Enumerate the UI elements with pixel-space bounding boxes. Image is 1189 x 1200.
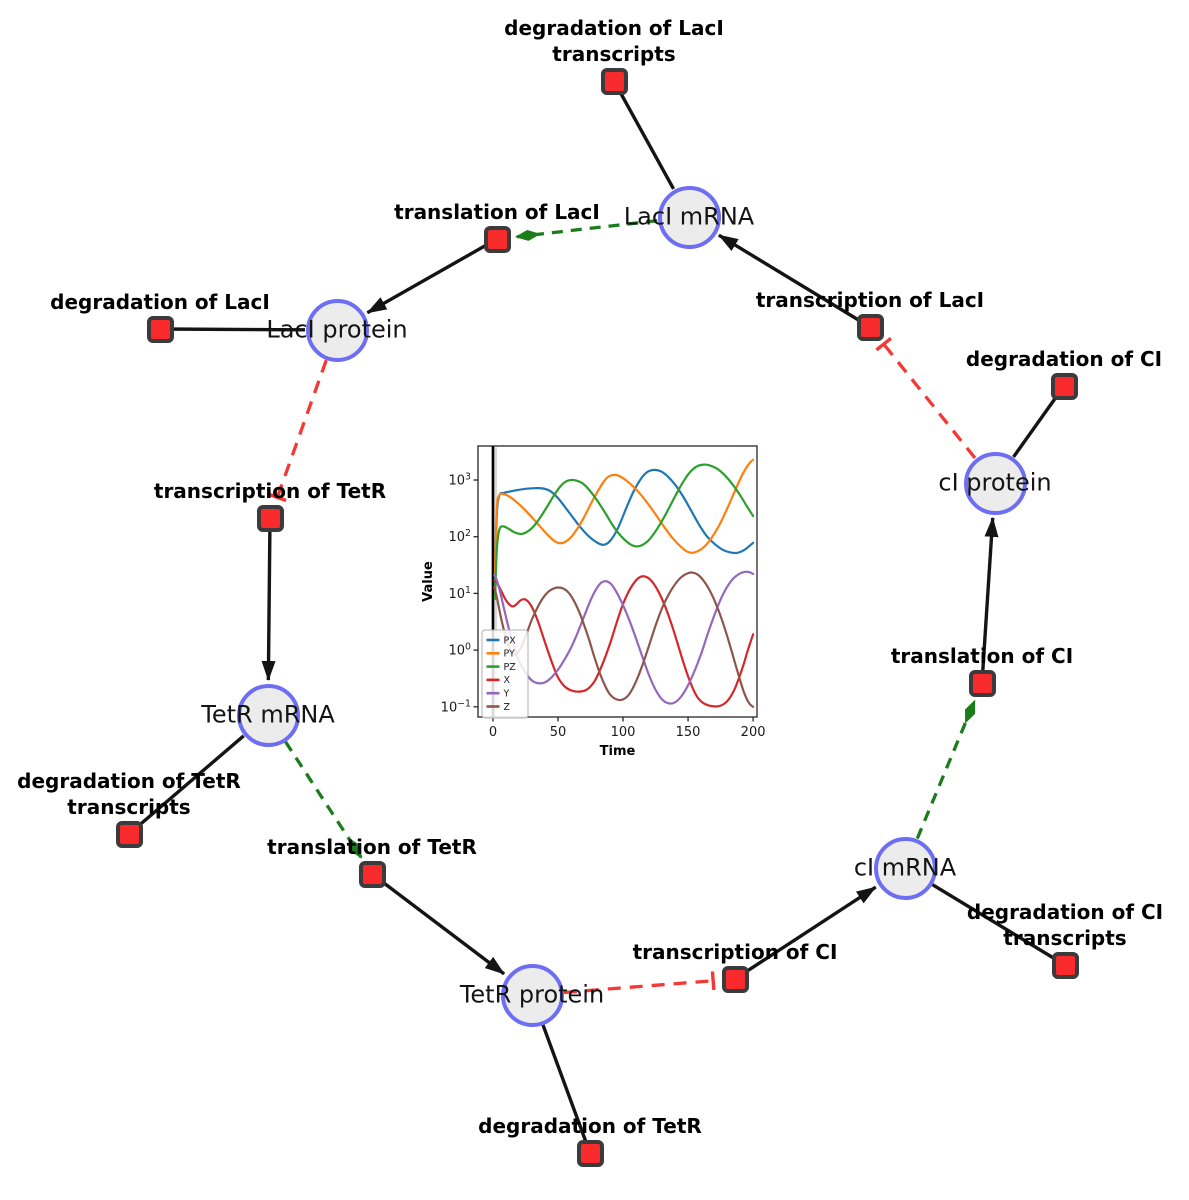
reaction-node-deg_tetR[interactable] — [576, 1139, 604, 1167]
chart-xlabel: Time — [600, 744, 636, 759]
species-node-lacI_mRNA[interactable]: LacI mRNA — [624, 185, 754, 249]
x-tick-label-100: 100 — [611, 725, 636, 740]
edges-layer — [127, 80, 1066, 1154]
reaction-node-transl_lacI[interactable] — [483, 225, 511, 253]
edge-inhibition-cI_protein-transc_lacI — [875, 336, 977, 460]
edge-production-transc_tetR-tetR_mRNA — [261, 517, 276, 682]
reaction-node-deg_cI[interactable] — [1050, 372, 1078, 400]
legend-label-Y: Y — [503, 689, 510, 700]
x-tick-label-150: 150 — [676, 725, 701, 740]
series-line-PY — [493, 458, 755, 578]
x-tick-label-200: 200 — [741, 725, 766, 740]
y-tick-label-1e1: 101 — [449, 585, 472, 602]
y-tick-label-1e-1: 10−1 — [441, 698, 471, 715]
edge-consumption-lacI_protein-deg_lacI — [159, 327, 306, 332]
edge-inhibition-tetR_protein-transc_cI — [563, 971, 716, 995]
edge-inhibition-lacI_protein-transc_tetR — [268, 359, 328, 503]
edge-modifier-cI_mRNA-transl_cI — [915, 699, 976, 840]
species-node-tetR_protein[interactable]: TetR protein — [460, 963, 604, 1027]
species-node-lacI_protein[interactable]: LacI protein — [266, 298, 408, 362]
edge-production-transl_lacI-lacI_protein — [366, 237, 498, 315]
edge-consumption-cI_mRNA-deg_cI_tr — [931, 883, 1066, 967]
series-line-X — [493, 575, 755, 708]
edge-consumption-tetR_protein-deg_tetR — [541, 1024, 592, 1154]
species-node-cI_mRNA[interactable]: cI mRNA — [854, 836, 956, 900]
y-tick-label-1e0: 100 — [449, 642, 472, 659]
reaction-node-deg_tetR_tr[interactable] — [115, 820, 143, 848]
edge-modifier-tetR_mRNA-transl_tetR — [284, 740, 363, 859]
legend-label-X: X — [504, 675, 511, 686]
species-node-cI_protein[interactable]: cI protein — [938, 451, 1052, 515]
timecourse-plot: 0 50 100 150 20010−1100101102103TimeValuePXP… — [421, 436, 777, 807]
x-tick-label-0: 0 — [489, 725, 497, 740]
legend-label-PX: PX — [504, 635, 517, 646]
reaction-node-transc_cI[interactable] — [721, 965, 749, 993]
edge-production-transl_cI-cI_protein — [980, 516, 999, 684]
edge-production-transc_lacI-lacI_mRNA — [718, 233, 871, 329]
legend-label-PZ: PZ — [504, 662, 517, 673]
x-tick-label-50: 50 — [550, 725, 567, 740]
reaction-node-deg_lacI[interactable] — [146, 315, 174, 343]
reaction-node-transl_tetR[interactable] — [358, 860, 386, 888]
series-line-PX — [493, 468, 755, 585]
legend-label-Z: Z — [504, 702, 511, 713]
edge-consumption-tetR_mRNA-deg_tetR_tr — [127, 734, 245, 836]
reaction-node-transl_cI[interactable] — [968, 669, 996, 697]
edge-production-transc_cI-cI_mRNA — [734, 885, 877, 981]
reaction-node-transc_lacI[interactable] — [856, 313, 884, 341]
chart-ylabel: Value — [421, 561, 436, 602]
y-tick-label-1e3: 103 — [449, 472, 472, 489]
edge-modifier-lacI_mRNA-transl_lacI — [514, 219, 658, 241]
series-line-PZ — [493, 463, 755, 600]
edge-production-transl_tetR-tetR_protein — [370, 872, 506, 976]
legend-label-PY: PY — [504, 649, 516, 660]
reaction-node-transc_tetR[interactable] — [256, 504, 284, 532]
reaction-node-deg_lacI_tr[interactable] — [600, 67, 628, 95]
reaction-node-deg_cI_tr[interactable] — [1051, 951, 1079, 979]
chart-legend: PX PY PZ XYZ — [481, 629, 529, 719]
y-tick-label-1e2: 102 — [449, 528, 472, 545]
edge-consumption-lacI_mRNA-deg_lacI_tr — [612, 80, 676, 190]
species-node-tetR_mRNA[interactable]: TetR mRNA — [201, 683, 335, 747]
